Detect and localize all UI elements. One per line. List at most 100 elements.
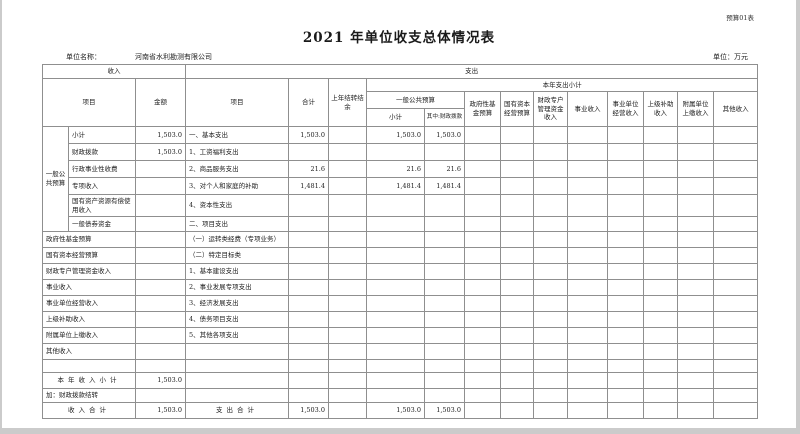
value-cell xyxy=(533,359,568,373)
header-expense-section: 支出 xyxy=(184,64,759,79)
value-cell xyxy=(424,279,465,296)
header-state-capital-budget: 国有资本经营预算 xyxy=(500,91,534,127)
table-row: 加：财政拨款结转 xyxy=(42,388,759,403)
value-cell xyxy=(424,295,465,312)
table-body: 一般公共预算 小计 1,503.0 一、基本支出 1,503.0 1,503.0 1,503… xyxy=(42,126,759,419)
value-cell xyxy=(424,231,465,248)
value-cell xyxy=(366,216,425,232)
income-item-cell xyxy=(42,359,136,373)
value-cell xyxy=(677,372,714,389)
value-cell xyxy=(533,279,568,296)
income-amount-cell xyxy=(135,263,186,280)
table-row: 财政专户管理资金收入 1、基本建设支出 xyxy=(42,263,759,280)
value-cell xyxy=(328,194,367,217)
value-cell xyxy=(607,372,644,389)
value-cell: 1,481.4 xyxy=(288,177,329,195)
value-cell xyxy=(607,279,644,296)
value-cell xyxy=(328,177,367,195)
corner-form-label: 预算01表 xyxy=(726,14,754,22)
value-cell xyxy=(500,372,534,389)
value-cell xyxy=(567,263,608,280)
header-affiliated-unit-income: 附属单位上缴收入 xyxy=(677,91,714,127)
value-cell xyxy=(424,359,465,373)
value-cell xyxy=(712,126,759,144)
value-cell xyxy=(677,231,714,248)
unit-name-value: 河南省水利勘测有限公司 xyxy=(135,53,212,61)
value-cell xyxy=(712,295,759,312)
value-cell xyxy=(288,247,329,264)
value-cell xyxy=(500,231,534,248)
value-cell xyxy=(328,143,367,161)
value-cell xyxy=(533,247,568,264)
value-cell xyxy=(328,263,367,280)
value-cell xyxy=(328,359,367,373)
income-item-cell: 其他收入 xyxy=(42,343,136,360)
value-cell xyxy=(643,402,678,419)
value-cell xyxy=(712,216,759,232)
income-amount-cell xyxy=(135,311,186,328)
value-cell xyxy=(712,359,759,373)
value-cell xyxy=(288,143,329,161)
value-cell xyxy=(643,177,678,195)
value-cell xyxy=(500,143,534,161)
value-cell xyxy=(533,372,568,389)
value-cell xyxy=(366,295,425,312)
value-cell xyxy=(567,359,608,373)
value-cell xyxy=(607,388,644,403)
value-cell xyxy=(607,343,644,360)
income-item-cell: 上级补助收入 xyxy=(42,311,136,328)
value-cell xyxy=(328,247,367,264)
value-cell xyxy=(533,231,568,248)
value-cell xyxy=(533,402,568,419)
income-item-cell: 附属单位上缴收入 xyxy=(42,327,136,344)
value-cell xyxy=(607,311,644,328)
value-cell xyxy=(712,231,759,248)
value-cell xyxy=(328,343,367,360)
value-cell xyxy=(712,143,759,161)
value-cell xyxy=(464,143,501,161)
expense-item-cell: 1、基本建设支出 xyxy=(185,263,289,280)
value-cell xyxy=(500,279,534,296)
income-item-cell: 小计 xyxy=(68,126,136,144)
value-cell xyxy=(607,231,644,248)
value-cell xyxy=(533,126,568,144)
value-cell xyxy=(533,194,568,217)
value-cell xyxy=(366,343,425,360)
expense-item-cell: 2、事业发展专项支出 xyxy=(185,279,289,296)
value-cell xyxy=(533,160,568,178)
value-cell xyxy=(464,343,501,360)
value-cell xyxy=(567,177,608,195)
value-cell xyxy=(567,231,608,248)
table-row: 专项收入 3、对个人和家庭的补助 1,481.4 1,481.4 1,481.4 xyxy=(43,177,759,195)
value-cell xyxy=(567,247,608,264)
value-cell xyxy=(712,388,759,403)
value-cell xyxy=(464,160,501,178)
value-cell: 1,481.4 xyxy=(366,177,425,195)
value-cell xyxy=(464,247,501,264)
expense-item-cell xyxy=(185,388,289,403)
value-cell xyxy=(500,343,534,360)
value-cell xyxy=(533,311,568,328)
value-cell xyxy=(500,327,534,344)
value-cell xyxy=(677,247,714,264)
value-cell xyxy=(607,126,644,144)
value-cell xyxy=(567,295,608,312)
income-amount-cell: 1,503.0 xyxy=(135,143,186,161)
value-cell: 21.6 xyxy=(424,160,465,178)
value-cell xyxy=(464,359,501,373)
income-group-cell: 一般公共预算 xyxy=(42,126,69,232)
expense-item-cell: 1、工资福利支出 xyxy=(185,143,289,161)
value-cell: 1,503.0 xyxy=(288,126,329,144)
value-cell xyxy=(677,177,714,195)
table-row: 事业收入 2、事业发展专项支出 xyxy=(42,279,759,296)
table-row: 国有资本经营预算 （二）特定目标类 xyxy=(42,247,759,264)
value-cell xyxy=(328,216,367,232)
value-cell xyxy=(288,327,329,344)
value-cell xyxy=(533,177,568,195)
value-cell xyxy=(500,194,534,217)
table-row: 政府性基金预算 （一）运转类经费（专项业务） xyxy=(42,231,759,248)
value-cell xyxy=(288,263,329,280)
income-amount-cell xyxy=(135,327,186,344)
value-cell xyxy=(366,143,425,161)
value-cell xyxy=(464,263,501,280)
